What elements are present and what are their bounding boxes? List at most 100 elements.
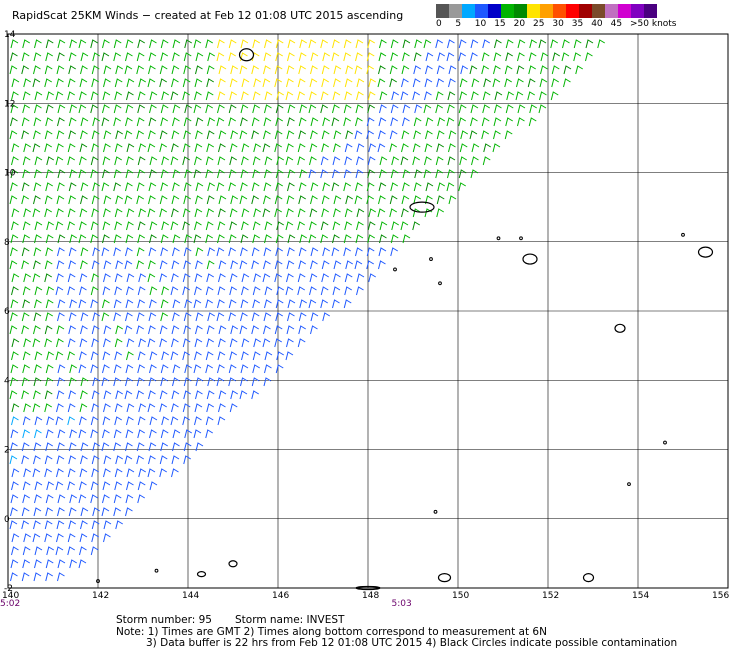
wind-barb <box>218 195 227 205</box>
wind-barb <box>274 273 283 283</box>
wind-barb <box>366 247 375 257</box>
wind-barb <box>172 104 181 114</box>
wind-barb <box>149 351 158 361</box>
wind-barb <box>67 273 76 283</box>
wind-barb <box>11 468 20 478</box>
wind-barb <box>401 195 410 205</box>
wind-barb <box>391 156 400 166</box>
wind-barb <box>194 221 202 231</box>
wind-barb <box>343 169 352 179</box>
wind-barb <box>126 338 135 348</box>
wind-barb <box>11 403 20 413</box>
wind-barb <box>182 338 191 348</box>
wind-barb <box>274 65 283 75</box>
wind-barb <box>137 299 146 309</box>
colorbar-label: 0 <box>436 19 442 29</box>
wind-barb <box>309 273 318 283</box>
wind-barb <box>218 338 226 348</box>
wind-barb <box>471 156 479 166</box>
wind-barb <box>297 208 306 218</box>
wind-barb <box>137 351 146 361</box>
wind-barb <box>23 403 32 413</box>
wind-barb <box>412 91 421 101</box>
wind-barb <box>57 494 66 504</box>
storm-name: Storm name: INVEST <box>235 614 345 626</box>
wind-barb <box>68 117 77 127</box>
wind-barb <box>332 221 341 231</box>
wind-barb <box>171 403 179 413</box>
wind-barb <box>367 169 376 179</box>
wind-barb <box>55 351 64 361</box>
wind-barb <box>206 403 215 413</box>
wind-barb <box>113 442 122 452</box>
wind-barb <box>171 65 180 75</box>
wind-barb <box>447 39 455 49</box>
wind-barb <box>458 182 467 192</box>
wind-barb <box>264 221 273 231</box>
wind-barb <box>252 364 261 374</box>
wind-barb <box>57 572 65 582</box>
wind-barb <box>182 273 191 283</box>
wind-barb <box>413 65 422 75</box>
wind-barb <box>148 52 157 62</box>
wind-barb <box>136 325 145 335</box>
wind-barb <box>194 78 203 88</box>
wind-barb <box>378 117 387 127</box>
wind-barb <box>23 143 32 153</box>
wind-barb <box>321 273 330 283</box>
wind-barb <box>286 143 294 153</box>
wind-barb <box>57 377 65 387</box>
wind-barb <box>241 91 249 101</box>
wind-barb <box>378 182 387 192</box>
wind-barb <box>285 221 294 231</box>
wind-barb <box>69 39 78 49</box>
wind-barb <box>264 286 273 296</box>
wind-barb <box>367 39 376 49</box>
wind-barb <box>67 468 76 478</box>
wind-barb <box>470 169 479 179</box>
wind-barb <box>356 273 365 283</box>
wind-barb <box>90 91 99 101</box>
wind-barb <box>482 104 491 114</box>
wind-barb <box>551 78 560 88</box>
wind-barb <box>172 39 181 49</box>
wind-barb <box>115 455 124 465</box>
wind-barb <box>275 312 284 322</box>
wind-barb <box>251 130 260 140</box>
wind-barb <box>101 117 110 127</box>
wind-barb <box>56 520 65 530</box>
wind-barb <box>251 65 260 75</box>
wind-barb <box>68 247 77 257</box>
wind-barb <box>45 572 54 582</box>
wind-barb <box>101 442 110 452</box>
wind-barb <box>56 208 64 218</box>
wind-barb <box>286 208 294 218</box>
wind-barb <box>78 234 87 244</box>
wind-barb <box>11 533 20 543</box>
wind-barb <box>23 468 32 478</box>
axis-ticks: 140 142 144 146 148 150 152 154 156 -2 0 2 4 6 8 10 12 14 <box>2 30 729 601</box>
wind-barb <box>194 273 203 283</box>
wind-barb <box>160 104 169 114</box>
wind-barb <box>44 390 53 400</box>
wind-barb <box>550 91 559 101</box>
wind-barb <box>44 208 53 218</box>
wind-barb <box>183 325 192 335</box>
wind-barb <box>56 468 64 478</box>
wind-barb <box>471 91 479 101</box>
wind-barb <box>276 351 285 361</box>
note-line-2: 3) Data buffer is 22 hrs from Feb 12 01:… <box>146 637 678 649</box>
wind-barb <box>114 338 123 348</box>
wind-barb <box>241 221 249 231</box>
wind-barb <box>240 169 249 179</box>
wind-barb <box>414 169 423 179</box>
wind-barb <box>126 156 134 166</box>
wind-barb <box>11 156 19 166</box>
wind-barb <box>102 481 111 491</box>
wind-barb <box>205 104 214 114</box>
wind-barb <box>102 351 111 361</box>
wind-barb <box>424 143 433 153</box>
wind-barb <box>79 468 88 478</box>
wind-barb <box>275 364 284 374</box>
wind-barb <box>103 403 111 413</box>
